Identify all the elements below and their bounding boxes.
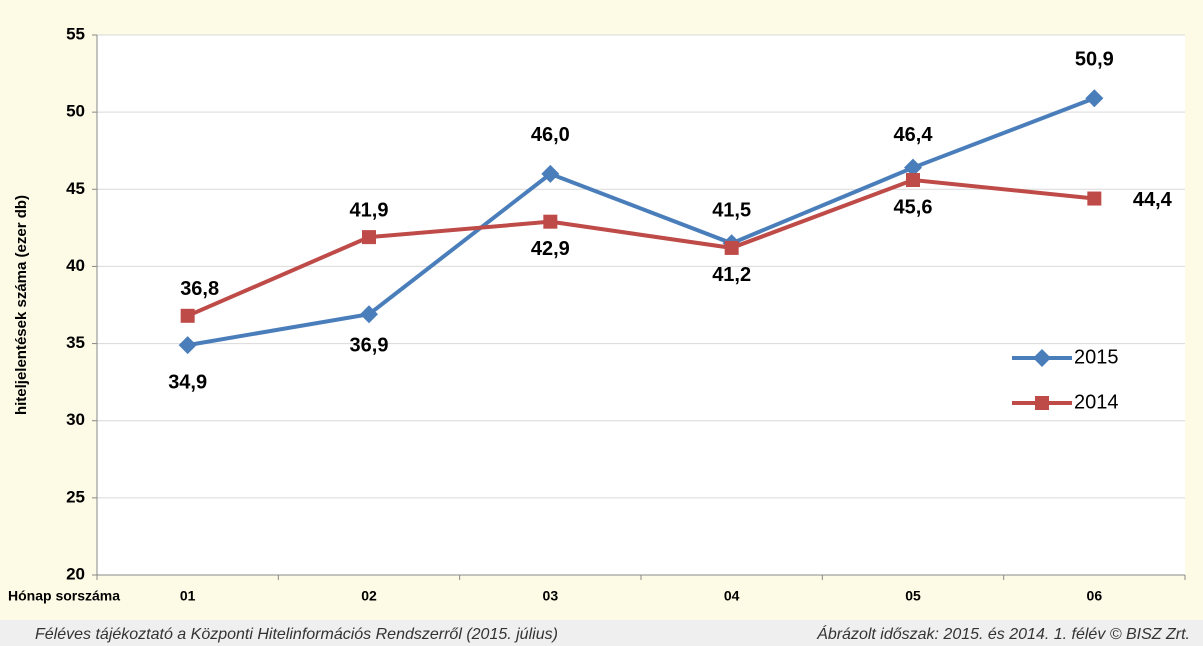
marker bbox=[1085, 89, 1104, 108]
footer-left: Féléves tájékoztató a Központi Hitelinfo… bbox=[35, 626, 558, 643]
data-label: 41,5 bbox=[712, 200, 751, 222]
y-tick-label: 45 bbox=[66, 179, 85, 198]
x-tick-label: 04 bbox=[724, 588, 740, 604]
legend-marker bbox=[1035, 396, 1049, 410]
marker bbox=[360, 305, 378, 324]
y-tick-label: 25 bbox=[66, 487, 85, 506]
data-label: 46,4 bbox=[894, 124, 934, 146]
y-tick-label: 40 bbox=[66, 256, 85, 275]
data-label: 44,4 bbox=[1133, 189, 1173, 211]
x-tick-label: 06 bbox=[1087, 588, 1103, 604]
line-1 bbox=[186, 177, 1095, 318]
x-tick-label: 05 bbox=[905, 588, 921, 604]
legend-marker bbox=[1033, 349, 1051, 367]
data-label: 36,8 bbox=[180, 278, 219, 300]
y-tick-label: 35 bbox=[66, 333, 85, 352]
marker bbox=[904, 158, 922, 177]
x-tick-label: 01 bbox=[180, 588, 196, 604]
y-tick-label: 50 bbox=[66, 102, 85, 121]
marker bbox=[180, 308, 195, 323]
marker bbox=[178, 336, 197, 355]
marker bbox=[362, 230, 376, 245]
marker bbox=[543, 214, 558, 229]
plot-area bbox=[97, 35, 1185, 575]
y-tick-label: 55 bbox=[66, 24, 85, 43]
data-label: 34,9 bbox=[168, 371, 207, 393]
y-tick-label: 30 bbox=[66, 410, 85, 429]
data-label: 41,2 bbox=[712, 264, 751, 286]
data-label: 50,9 bbox=[1075, 49, 1114, 71]
data-label: 36,9 bbox=[350, 335, 389, 357]
data-label: 45,6 bbox=[894, 196, 933, 218]
footer-bar bbox=[0, 620, 1203, 646]
y-axis-label: hiteljelentések száma (ezer db) bbox=[13, 195, 30, 415]
legend-label: 2015 bbox=[1074, 346, 1119, 368]
x-axis-label: Hónap sorszáma bbox=[8, 588, 120, 604]
marker bbox=[541, 164, 560, 183]
footer-right: Ábrázolt időszak: 2015. és 2014. 1. félé… bbox=[816, 624, 1190, 643]
data-label: 46,0 bbox=[531, 124, 570, 146]
marker bbox=[1087, 191, 1102, 206]
data-label: 41,9 bbox=[350, 199, 389, 221]
data-label: 42,9 bbox=[531, 238, 570, 260]
line-0 bbox=[187, 96, 1096, 348]
y-tick-label: 20 bbox=[66, 564, 85, 583]
marker bbox=[724, 240, 739, 255]
marker bbox=[906, 173, 920, 188]
x-tick-label: 02 bbox=[361, 588, 377, 604]
legend-label: 2014 bbox=[1074, 391, 1119, 413]
x-tick-label: 03 bbox=[543, 588, 559, 604]
